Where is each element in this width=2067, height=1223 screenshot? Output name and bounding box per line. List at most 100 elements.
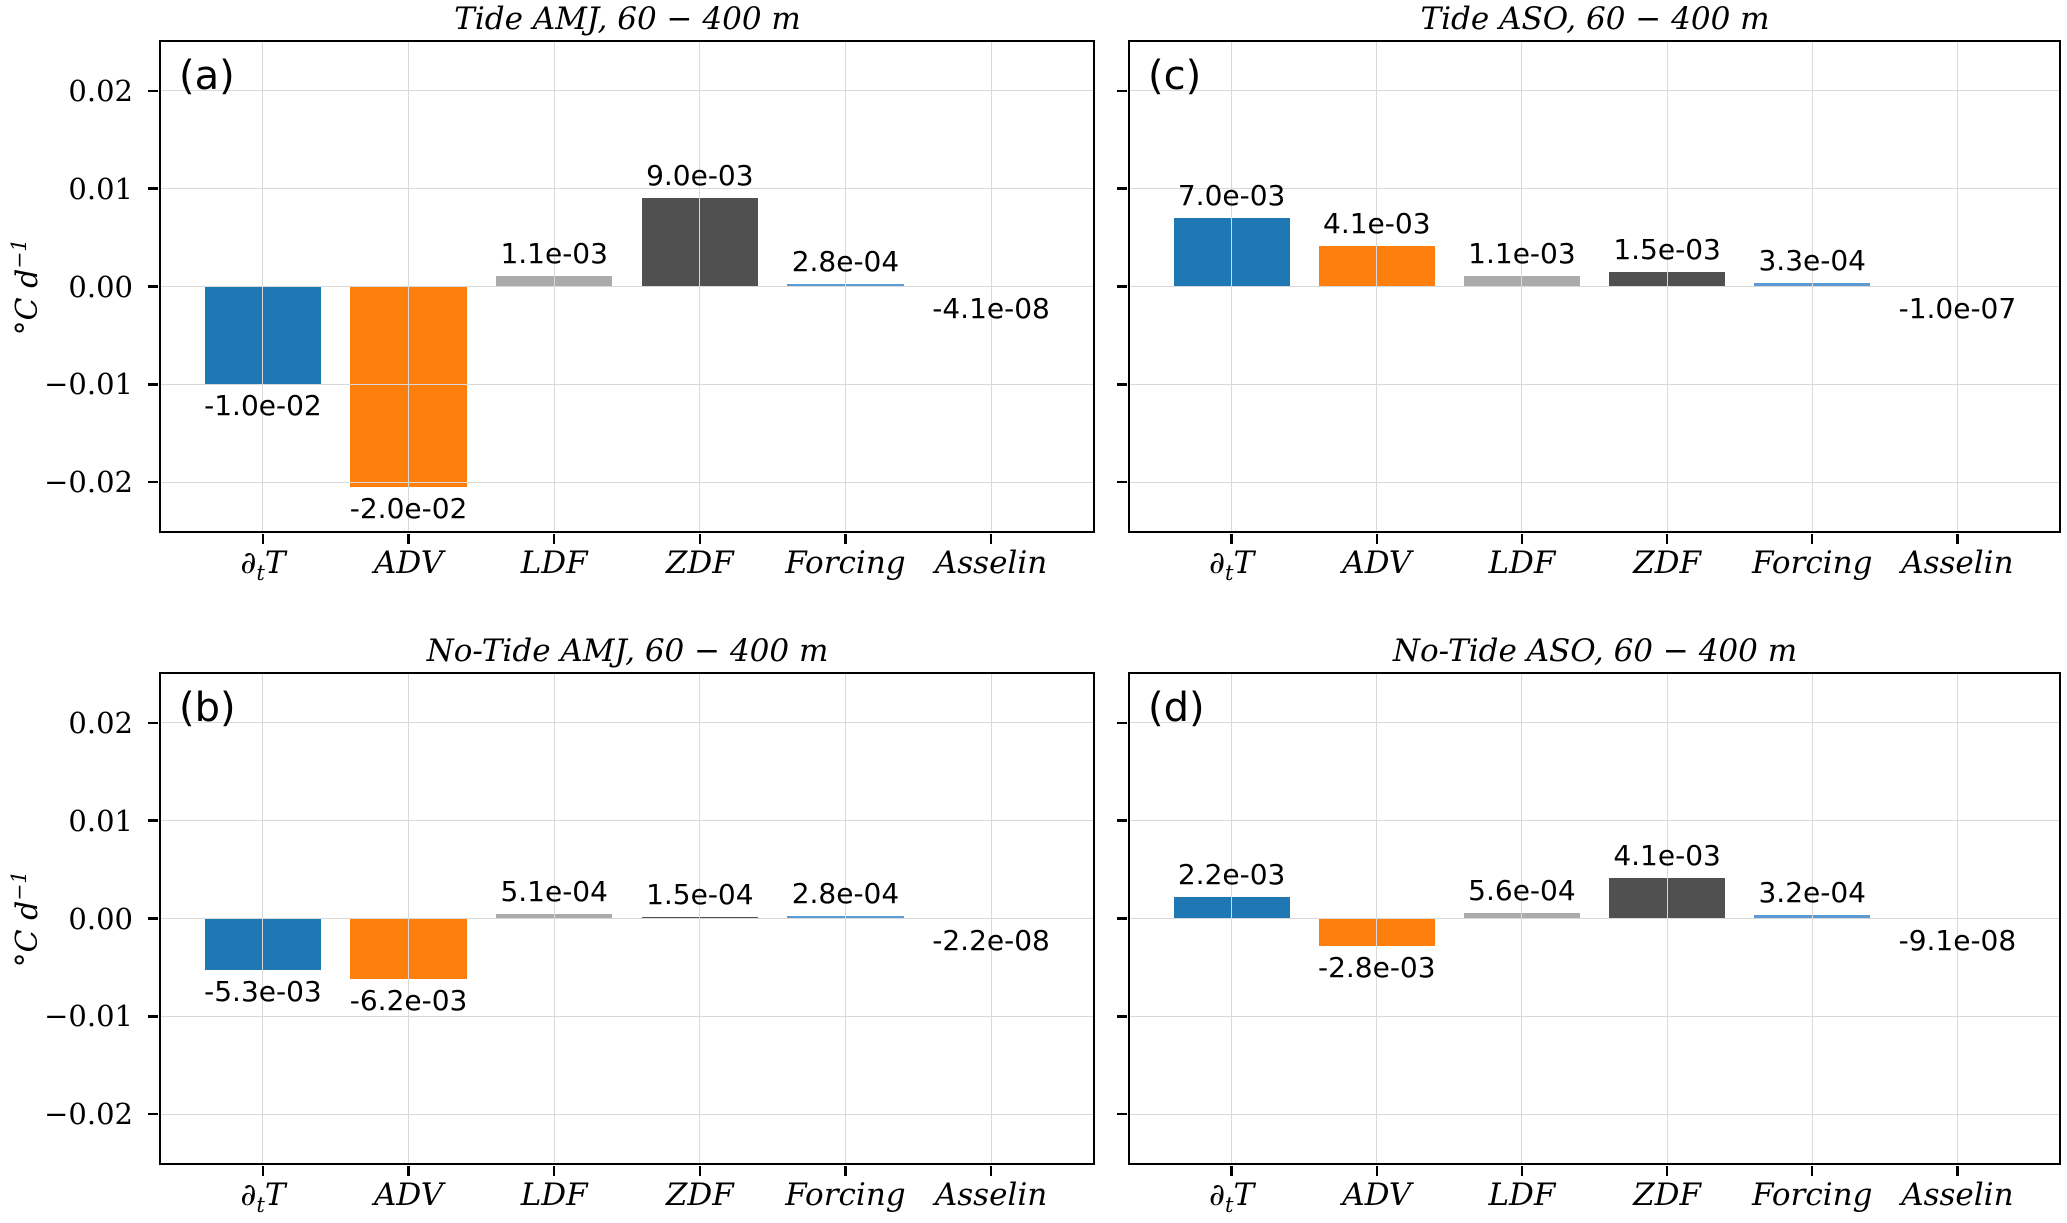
gridline-horizontal [161, 383, 1093, 385]
y-tick-mark [1117, 1112, 1127, 1116]
y-tick-mark [148, 1112, 158, 1116]
x-tick-mark [989, 1166, 993, 1176]
gridline-horizontal [1130, 1113, 2059, 1115]
x-tick-label: ADV [374, 545, 444, 581]
plot-area-b: (b) 0.02 0.01 0.00 −0.01 −0.02 ∂tT ADV LDF ZDF Fo… [44, 672, 1095, 1217]
x-tick-mark [261, 534, 265, 544]
bar-value-label: 1.5e-03 [1613, 232, 1721, 266]
bar-value-label: 3.2e-04 [1758, 876, 1866, 910]
y-tick-mark [148, 917, 158, 920]
x-tick-mark [1520, 534, 1524, 544]
panel-letter-d: (d) [1148, 685, 1205, 731]
y-tick-mark [1117, 187, 1127, 190]
gridline-horizontal [1130, 188, 2059, 190]
x-tick-mark [1520, 1166, 1524, 1176]
x-tick-label: ADV [1342, 1177, 1412, 1213]
x-tick-mark [1230, 1166, 1233, 1176]
x-tick-label: ZDF [665, 545, 734, 581]
y-tick-mark [148, 721, 158, 725]
gridline-horizontal [1130, 90, 2059, 92]
x-tick-mark [407, 1166, 410, 1176]
panel-title-c: Tide ASO, 60 − 400 m [1420, 1, 1770, 37]
y-tick-mark [148, 480, 158, 484]
x-tick-mark [844, 1166, 847, 1176]
bar-value-label: 9.0e-03 [646, 159, 754, 193]
y-tick-label: 0.00 [68, 901, 133, 936]
gridline-horizontal [1130, 481, 2059, 483]
y-tick-mark [1117, 721, 1127, 725]
x-tick-mark [261, 1166, 265, 1176]
y-tick-mark [148, 819, 158, 822]
x-tick-mark [1956, 1166, 1959, 1176]
bar-value-label: -2.2e-08 [932, 923, 1050, 957]
y-tick-label: 0.01 [68, 171, 133, 206]
x-tick-label: LDF [1488, 545, 1556, 581]
x-tick-label: ∂tT [1209, 545, 1255, 586]
x-tick-label: Asselin [934, 1177, 1048, 1213]
gridline-horizontal [161, 90, 1093, 92]
x-tick-label: Forcing [1752, 545, 1873, 581]
x-tick-label: ZDF [1633, 545, 1702, 581]
panel-title-b: No-Tide AMJ, 60 − 400 m [426, 633, 829, 669]
x-tick-label: ∂tT [240, 1177, 286, 1218]
x-tick-mark [1375, 1166, 1379, 1176]
x-tick-mark [1810, 534, 1814, 544]
y-tick-label: −0.01 [44, 367, 133, 402]
x-tick-label: Forcing [785, 1177, 906, 1213]
panel-letter-a: (a) [179, 53, 235, 99]
y-tick-mark [1117, 480, 1127, 484]
x-tick-mark [552, 534, 556, 544]
x-tick-label: ADV [1342, 545, 1412, 581]
x-tick-label: ZDF [1633, 1177, 1702, 1213]
bar-value-label: 1.1e-03 [1468, 236, 1576, 270]
y-tick-mark [148, 383, 158, 386]
x-tick-label: ∂tT [240, 545, 286, 586]
y-tick-mark [1117, 383, 1127, 386]
bar-value-label: -5.3e-03 [204, 975, 322, 1009]
y-tick-label: 0.00 [68, 269, 133, 304]
bar-value-label: -6.2e-03 [349, 984, 468, 1018]
x-tick-label: Asselin [1901, 545, 2014, 581]
x-tick-mark [1375, 534, 1379, 544]
x-tick-label: ∂tT [1209, 1177, 1255, 1218]
y-tick-label: −0.02 [44, 1097, 133, 1132]
gridline-horizontal [1130, 820, 2059, 822]
y-tick-mark [1117, 1015, 1127, 1018]
gridline-horizontal [161, 1113, 1093, 1115]
x-tick-mark [844, 534, 847, 544]
bar-value-label: 4.1e-03 [1613, 839, 1721, 873]
x-tick-mark [1665, 534, 1669, 544]
gridline-horizontal [161, 286, 1093, 287]
x-tick-label: Asselin [934, 545, 1048, 581]
y-tick-mark [148, 89, 158, 93]
bar-value-label: 5.1e-04 [500, 874, 608, 908]
x-tick-label: ZDF [665, 1177, 734, 1213]
gridline-horizontal [1130, 918, 2059, 919]
gridline-horizontal [1130, 286, 2059, 287]
x-tick-mark [552, 1166, 556, 1176]
gridline-horizontal [161, 481, 1093, 483]
bar-value-label: 7.0e-03 [1177, 179, 1286, 213]
y-tick-mark [148, 187, 158, 190]
bar-value-label: -2.8e-03 [1317, 950, 1436, 984]
y-axis-label-exponent: −1 [7, 238, 31, 269]
y-tick-mark [1117, 917, 1127, 920]
x-tick-mark [989, 534, 993, 544]
x-tick-mark [1956, 534, 1959, 544]
y-axis-label-exponent: −1 [7, 870, 31, 901]
bar-value-label: 1.1e-03 [500, 236, 608, 270]
gridline-horizontal [1130, 383, 2059, 385]
gridline-horizontal [161, 1015, 1093, 1017]
y-tick-mark [1117, 285, 1127, 288]
gridline-horizontal [161, 820, 1093, 822]
x-tick-label: Forcing [1752, 1177, 1873, 1213]
panel-letter-b: (b) [179, 685, 236, 731]
y-tick-mark [148, 1015, 158, 1018]
gridline-horizontal [1130, 1015, 2059, 1017]
y-tick-label: 0.01 [68, 803, 133, 838]
bar-value-label: -2.0e-02 [349, 491, 468, 525]
bar-value-label: 1.5e-04 [646, 878, 754, 912]
x-tick-label: ADV [374, 1177, 444, 1213]
bar-value-label: 4.1e-03 [1323, 207, 1431, 241]
